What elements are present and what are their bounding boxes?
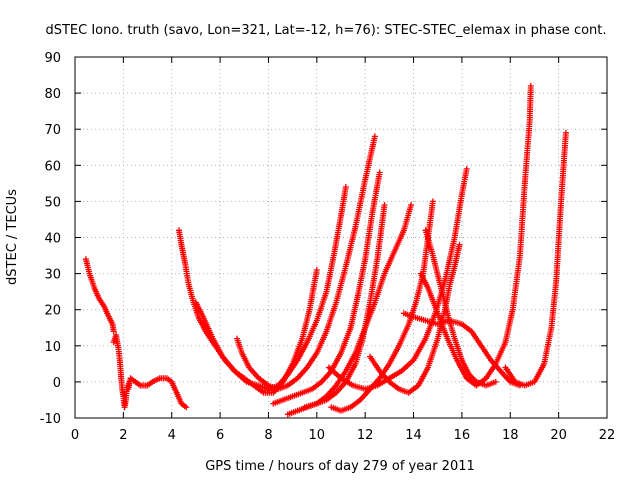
y-tick-label: 60 [44, 159, 61, 174]
grid-lines [75, 57, 607, 418]
x-tick-label: 12 [357, 428, 374, 443]
y-tick-label: 90 [44, 51, 61, 66]
data-point [342, 184, 349, 190]
y-tick-label: 70 [44, 123, 61, 138]
pass-series [301, 202, 415, 411]
data-point [408, 202, 415, 208]
axis-ticks [74, 56, 608, 419]
pass-series [125, 375, 190, 411]
data-point [371, 133, 378, 140]
y-tick-labels: -10 0 10 20 30 40 50 60 70 80 90 [40, 51, 61, 427]
pass-series [110, 332, 133, 411]
y-tick-label: 50 [44, 195, 61, 210]
data-point [110, 328, 117, 335]
y-tick-label: 20 [44, 304, 61, 319]
pass-series [234, 133, 378, 393]
x-tick-label: 10 [309, 428, 326, 443]
data-point [463, 165, 470, 172]
pass-series [417, 82, 534, 389]
data-point [183, 404, 190, 411]
x-tick-labels: 0 2 4 6 8 10 12 14 16 18 20 22 [71, 428, 615, 443]
data-point [492, 378, 499, 385]
pass-series [502, 129, 569, 389]
x-tick-label: 6 [216, 428, 224, 443]
pass-series [270, 169, 383, 407]
y-tick-label: 0 [53, 376, 61, 391]
pass-series [422, 227, 499, 389]
y-tick-label: 80 [44, 87, 61, 102]
y-tick-label: 40 [44, 232, 61, 247]
x-axis-label: GPS time / hours of day 279 of year 2011 [205, 459, 475, 474]
data-point [527, 82, 534, 89]
data-point [456, 241, 463, 248]
chart-title: dSTEC Iono. truth (savo, Lon=321, Lat=-1… [45, 23, 606, 38]
x-tick-label: 8 [264, 428, 272, 443]
pass-series [328, 198, 436, 414]
pass-series [82, 256, 117, 335]
y-tick-label: 10 [44, 340, 61, 355]
x-tick-label: 16 [454, 428, 471, 443]
pass-series [192, 184, 349, 393]
x-tick-label: 18 [502, 428, 519, 443]
x-tick-label: 2 [119, 428, 127, 443]
x-tick-label: 14 [405, 428, 422, 443]
data-point [562, 129, 569, 136]
x-tick-label: 0 [71, 428, 79, 443]
data-points [82, 82, 569, 418]
x-tick-label: 22 [599, 428, 616, 443]
pass-series [325, 165, 470, 393]
y-tick-label: 30 [44, 268, 61, 283]
y-axis-label: dSTEC / TECUs [5, 189, 20, 285]
x-tick-label: 20 [550, 428, 567, 443]
data-point [429, 198, 436, 205]
data-point [376, 169, 383, 176]
data-point [381, 202, 388, 208]
y-tick-label: -10 [40, 412, 61, 427]
data-point [313, 267, 320, 273]
x-tick-label: 4 [168, 428, 176, 443]
